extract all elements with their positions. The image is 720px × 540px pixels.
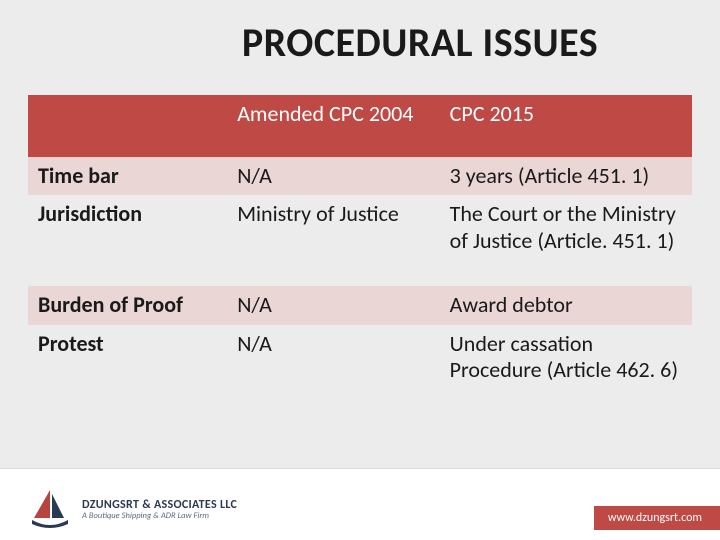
table-row: Burden of Proof N/A Award debtor bbox=[28, 286, 692, 324]
cell-amended: N/A bbox=[227, 157, 439, 195]
table-row: Jurisdiction Ministry of Justice The Cou… bbox=[28, 195, 692, 260]
cell-cpc2015: The Court or the Ministry of Justice (Ar… bbox=[440, 195, 692, 260]
logo-text: DZUNGSRT & ASSOCIATES LLC A Boutique Shi… bbox=[82, 499, 237, 521]
col-header-cpc2015: CPC 2015 bbox=[440, 95, 692, 157]
page-title: PROCEDURAL ISSUES bbox=[0, 0, 720, 77]
table: Amended CPC 2004 CPC 2015 Time bar N/A 3… bbox=[28, 95, 692, 389]
row-label: Burden of Proof bbox=[28, 286, 227, 324]
row-label: Time bar bbox=[28, 157, 227, 195]
cell-amended: N/A bbox=[227, 286, 439, 324]
footer: DZUNGSRT & ASSOCIATES LLC A Boutique Shi… bbox=[0, 468, 720, 540]
row-label: Protest bbox=[28, 325, 227, 390]
cell-cpc2015: Under cassation Procedure (Article 462. … bbox=[440, 325, 692, 390]
col-header-amended: Amended CPC 2004 bbox=[227, 95, 439, 157]
cell-amended: N/A bbox=[227, 325, 439, 390]
cell-cpc2015: Award debtor bbox=[440, 286, 692, 324]
logo-tagline: A Boutique Shipping & ADR Law Firm bbox=[82, 512, 237, 521]
logo-name: DZUNGSRT & ASSOCIATES LLC bbox=[82, 499, 237, 512]
cell-amended: Ministry of Justice bbox=[227, 195, 439, 260]
logo-icon bbox=[28, 488, 72, 532]
row-label: Jurisdiction bbox=[28, 195, 227, 260]
col-header-blank bbox=[28, 95, 227, 157]
url-badge: www.dzungsrt.com bbox=[594, 506, 720, 530]
table-header-row: Amended CPC 2004 CPC 2015 bbox=[28, 95, 692, 157]
slide: PROCEDURAL ISSUES Amended CPC 2004 CPC 2… bbox=[0, 0, 720, 540]
table-row: Protest N/A Under cassation Procedure (A… bbox=[28, 325, 692, 390]
cell-cpc2015: 3 years (Article 451. 1) bbox=[440, 157, 692, 195]
comparison-table: Amended CPC 2004 CPC 2015 Time bar N/A 3… bbox=[28, 95, 692, 389]
logo: DZUNGSRT & ASSOCIATES LLC A Boutique Shi… bbox=[28, 488, 237, 532]
table-row: Time bar N/A 3 years (Article 451. 1) bbox=[28, 157, 692, 195]
group-spacer bbox=[28, 260, 692, 286]
